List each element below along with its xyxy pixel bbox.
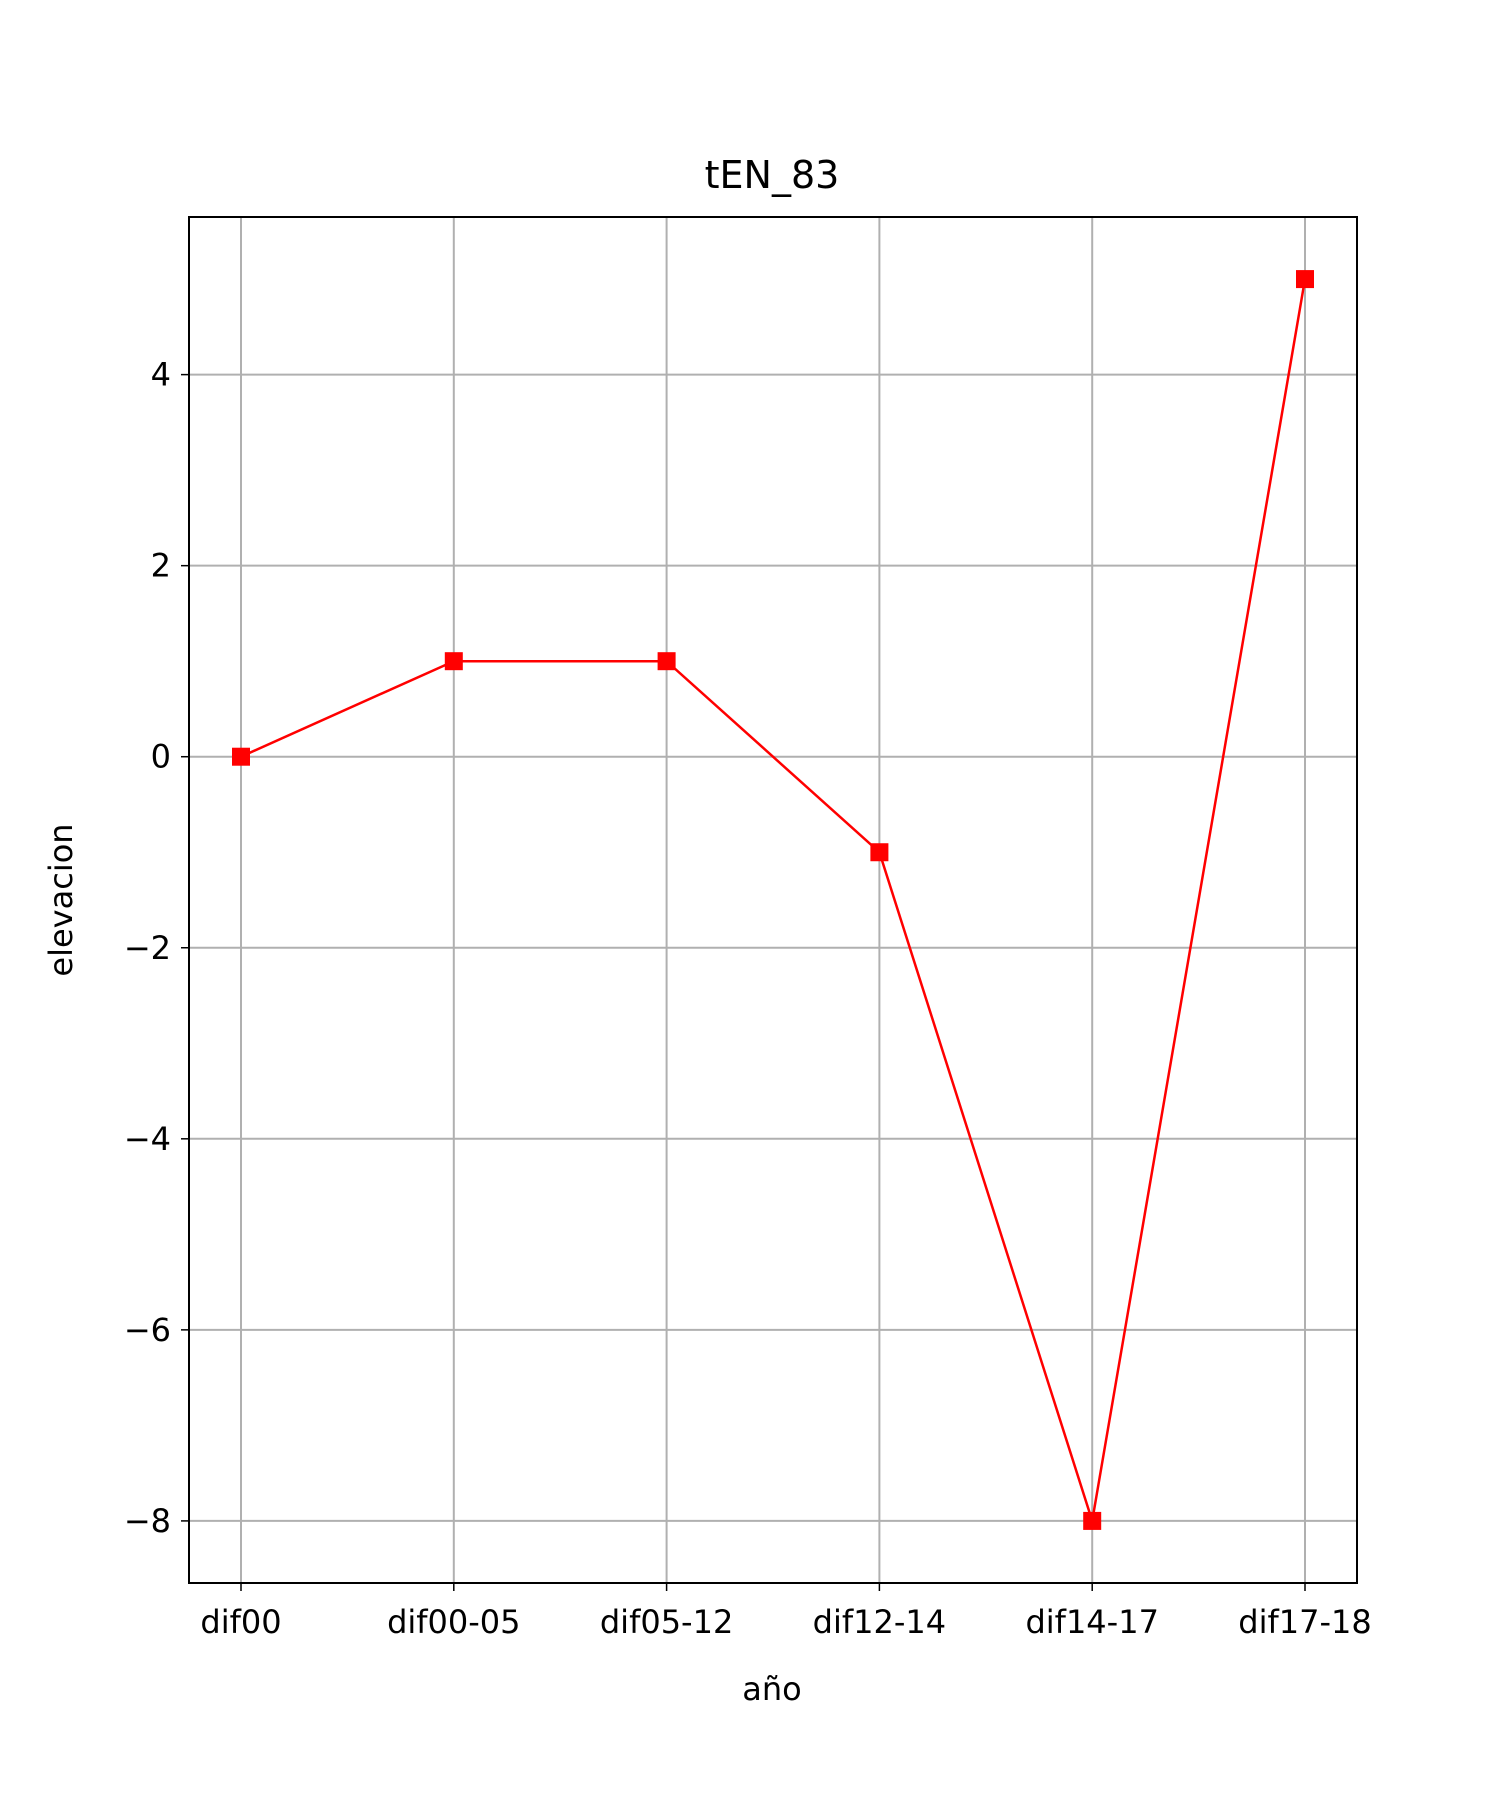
- data-point-marker: [444, 652, 463, 671]
- data-point-marker: [1083, 1511, 1102, 1530]
- x-axis-label: año: [742, 1670, 801, 1708]
- y-tick-label: −6: [124, 1311, 171, 1349]
- plot-frame: [188, 216, 1358, 1584]
- x-tick-label: dif00-05: [387, 1603, 520, 1641]
- y-tick-label: 4: [151, 356, 171, 394]
- data-point-marker: [232, 747, 250, 766]
- x-tick-label: dif14-17: [1025, 1603, 1158, 1641]
- series-layer: [232, 270, 1314, 1530]
- x-tick-label: dif17-18: [1238, 1603, 1371, 1641]
- y-tick-label: −4: [124, 1120, 171, 1158]
- grid: [189, 217, 1357, 1583]
- x-tick-label: dif05-12: [600, 1603, 733, 1641]
- series-line: [240, 278, 1307, 1522]
- y-tick-label: −8: [124, 1502, 171, 1540]
- y-tick-label: 0: [151, 738, 171, 776]
- y-axis-label: elevacion: [42, 823, 80, 976]
- x-tick-label: dif00: [200, 1603, 281, 1641]
- y-axis-ticks: −8 −6 −4 −2 0 2 4: [124, 356, 189, 1540]
- x-tick-label: dif12-14: [813, 1603, 946, 1641]
- data-point-marker: [1296, 270, 1314, 289]
- chart-title: tEN_83: [705, 153, 840, 197]
- x-axis-ticks: dif00 dif00-05 dif05-12 dif12-14 dif14-17 dif…: [200, 1583, 1372, 1641]
- data-point-marker: [657, 652, 676, 671]
- data-point-marker: [870, 843, 889, 862]
- y-tick-label: −2: [124, 929, 171, 967]
- y-tick-label: 2: [151, 547, 171, 585]
